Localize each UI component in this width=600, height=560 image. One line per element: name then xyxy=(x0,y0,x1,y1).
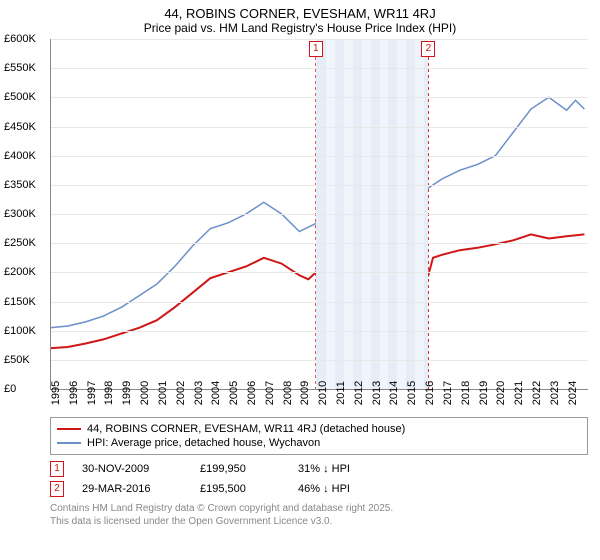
legend-label: 44, ROBINS CORNER, EVESHAM, WR11 4RJ (de… xyxy=(87,423,405,435)
table-row: 2 29-MAR-2016 £195,500 46% ↓ HPI xyxy=(50,479,588,499)
legend-item: HPI: Average price, detached house, Wych… xyxy=(57,436,581,450)
legend-item: 44, ROBINS CORNER, EVESHAM, WR11 4RJ (de… xyxy=(57,422,581,436)
row-marker: 1 xyxy=(50,461,64,477)
chart-subtitle: Price paid vs. HM Land Registry's House … xyxy=(0,21,600,39)
grid-line xyxy=(50,68,588,69)
grid-line xyxy=(50,243,588,244)
grid-line xyxy=(50,302,588,303)
y-axis-label: £200K xyxy=(4,266,36,278)
y-axis-label: £600K xyxy=(4,33,36,45)
grid-line xyxy=(50,97,588,98)
marker-box: 1 xyxy=(309,41,323,57)
y-axis-label: £150K xyxy=(4,296,36,308)
y-axis-label: £400K xyxy=(4,150,36,162)
footnote-line: Contains HM Land Registry data © Crown c… xyxy=(50,503,588,516)
y-axis-label: £50K xyxy=(4,354,30,366)
footnote: Contains HM Land Registry data © Crown c… xyxy=(50,503,588,528)
y-axis-label: £100K xyxy=(4,325,36,337)
grid-line xyxy=(50,214,588,215)
grid-line xyxy=(50,127,588,128)
row-delta: 31% ↓ HPI xyxy=(298,463,350,475)
y-axis-label: £500K xyxy=(4,91,36,103)
legend-swatch xyxy=(57,442,81,444)
y-axis-label: £550K xyxy=(4,62,36,74)
table-row: 1 30-NOV-2009 £199,950 31% ↓ HPI xyxy=(50,459,588,479)
legend: 44, ROBINS CORNER, EVESHAM, WR11 4RJ (de… xyxy=(50,417,588,455)
y-axis-label: £350K xyxy=(4,179,36,191)
grid-line xyxy=(50,156,588,157)
legend-label: HPI: Average price, detached house, Wych… xyxy=(87,437,320,449)
grid-line xyxy=(50,39,588,40)
chart-area: £0£50K£100K£150K£200K£250K£300K£350K£400… xyxy=(50,39,588,409)
y-axis-label: £300K xyxy=(4,208,36,220)
y-axis-line xyxy=(50,39,51,389)
y-axis-label: £250K xyxy=(4,237,36,249)
grid-line xyxy=(50,272,588,273)
grid-line xyxy=(50,331,588,332)
row-delta: 46% ↓ HPI xyxy=(298,483,350,495)
chart-title: 44, ROBINS CORNER, EVESHAM, WR11 4RJ xyxy=(0,0,600,21)
row-price: £195,500 xyxy=(200,483,280,495)
transaction-table: 1 30-NOV-2009 £199,950 31% ↓ HPI 2 29-MAR-201… xyxy=(50,459,588,499)
plot-region: £0£50K£100K£150K£200K£250K£300K£350K£400… xyxy=(50,39,588,389)
grid-line xyxy=(50,360,588,361)
y-axis-label: £450K xyxy=(4,121,36,133)
legend-swatch xyxy=(57,428,81,430)
row-price: £199,950 xyxy=(200,463,280,475)
y-axis-label: £0 xyxy=(4,383,16,395)
row-marker: 2 xyxy=(50,481,64,497)
grid-line xyxy=(50,185,588,186)
footnote-line: This data is licensed under the Open Gov… xyxy=(50,516,588,529)
marker-box: 2 xyxy=(421,41,435,57)
row-date: 30-NOV-2009 xyxy=(82,463,182,475)
row-date: 29-MAR-2016 xyxy=(82,483,182,495)
